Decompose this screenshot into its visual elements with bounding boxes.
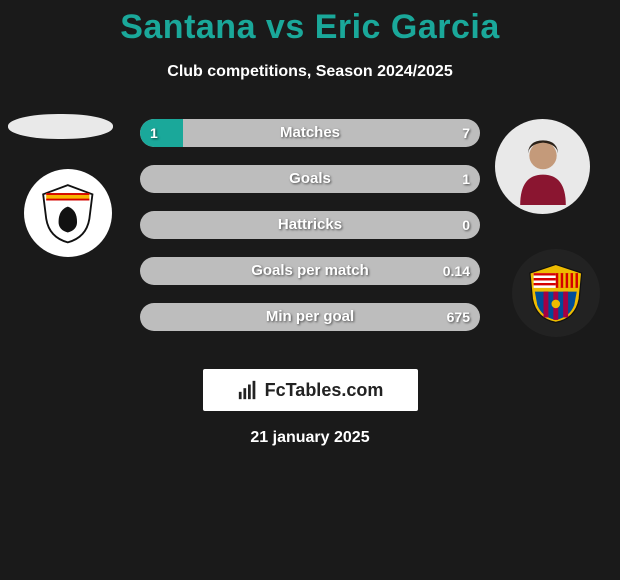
stat-bar: 1Matches7 [140, 119, 480, 147]
stat-right-value: 675 [447, 303, 470, 331]
stat-bar: Min per goal675 [140, 303, 480, 331]
stat-bar: Hattricks0 [140, 211, 480, 239]
stat-bar: Goals1 [140, 165, 480, 193]
stat-bar: Goals per match0.14 [140, 257, 480, 285]
branding-badge: FcTables.com [203, 369, 418, 411]
player-right-avatar [495, 119, 590, 214]
stat-label: Min per goal [140, 303, 480, 331]
stat-right-value: 1 [462, 165, 470, 193]
club-right-crest [512, 249, 600, 337]
barcelona-crest-icon [525, 262, 587, 324]
stat-label: Goals [140, 165, 480, 193]
bar-chart-icon [237, 379, 259, 401]
club-left-crest [24, 169, 112, 257]
stat-label: Hattricks [140, 211, 480, 239]
player-left-avatar [8, 114, 113, 139]
stat-right-value: 0 [462, 211, 470, 239]
stat-right-value: 0.14 [443, 257, 470, 285]
valencia-crest-icon [37, 182, 99, 244]
snapshot-date: 21 january 2025 [0, 429, 620, 447]
stat-right-value: 7 [462, 119, 470, 147]
comparison-subtitle: Club competitions, Season 2024/2025 [0, 63, 620, 81]
branding-text: FcTables.com [265, 380, 384, 401]
comparison-title: Santana vs Eric Garcia [0, 0, 620, 47]
comparison-stage: 1Matches7Goals1Hattricks0Goals per match… [0, 99, 620, 359]
stat-bars: 1Matches7Goals1Hattricks0Goals per match… [140, 119, 480, 349]
person-icon [505, 129, 581, 205]
stat-label: Matches [140, 119, 480, 147]
stat-label: Goals per match [140, 257, 480, 285]
